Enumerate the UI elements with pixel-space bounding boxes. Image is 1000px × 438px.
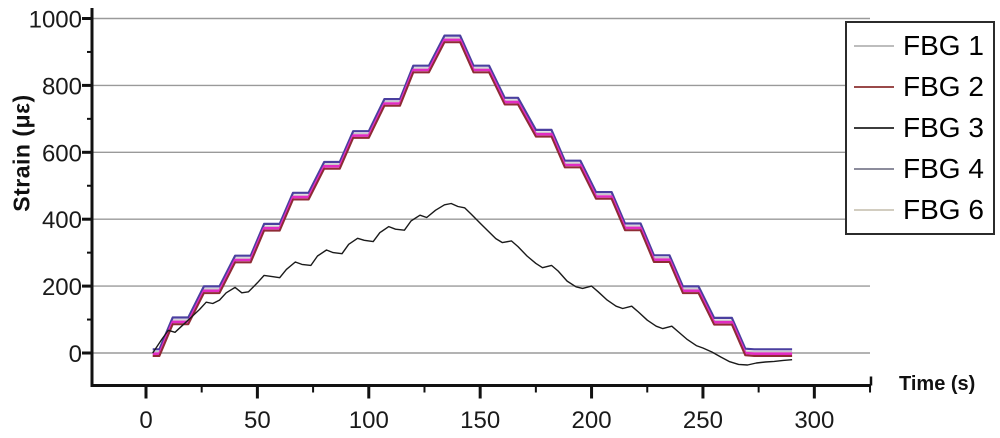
x-tick-label: 150 [460, 407, 500, 434]
y-tick-label: 600 [42, 140, 82, 167]
legend-item-fbg-3: FBG 3 [847, 111, 993, 143]
y-tick-label: 400 [42, 207, 82, 234]
legend-item-fbg-4: FBG 4 [847, 155, 993, 183]
x-tick-label: 50 [244, 407, 271, 434]
legend-label: FBG 3 [903, 111, 984, 143]
x-axis-title: Time (s) [899, 373, 976, 395]
series-line-fbg-2 [152, 41, 793, 357]
series-line-fbg-3 [152, 202, 793, 366]
x-tick-label: 200 [572, 407, 612, 434]
y-axis-title: Strain (με) [8, 94, 35, 212]
legend-label: FBG 4 [903, 153, 984, 185]
legend-line-swatch [854, 126, 894, 129]
x-tick-label: 250 [683, 407, 723, 434]
y-tick-label: 800 [42, 73, 82, 100]
legend-label: FBG 2 [903, 70, 984, 102]
y-tick-label: 0 [69, 341, 82, 368]
legend-box: FBG 1 FBG 2 FBG 3 FBG 4 FBG 6 [845, 21, 995, 235]
series-line-fbg-6 [152, 38, 793, 356]
legend-line-swatch [854, 168, 894, 171]
x-tick-label: 100 [349, 407, 389, 434]
legend-item-fbg-2: FBG 2 [847, 70, 993, 102]
y-tick-label: 1000 [29, 7, 82, 34]
legend-item-fbg-1: FBG 1 [847, 29, 993, 61]
y-tick-label: 200 [42, 274, 82, 301]
legend-line-swatch [854, 44, 894, 47]
x-tick-label: 0 [139, 407, 152, 434]
x-tick-label: 300 [794, 407, 834, 434]
legend-item-fbg-6: FBG 6 [847, 196, 993, 224]
legend-line-swatch [854, 85, 894, 88]
legend-label: FBG 6 [903, 194, 984, 226]
legend-line-swatch [854, 209, 894, 212]
legend-label: FBG 1 [903, 29, 984, 61]
series-line-fbg-4 [152, 34, 793, 351]
